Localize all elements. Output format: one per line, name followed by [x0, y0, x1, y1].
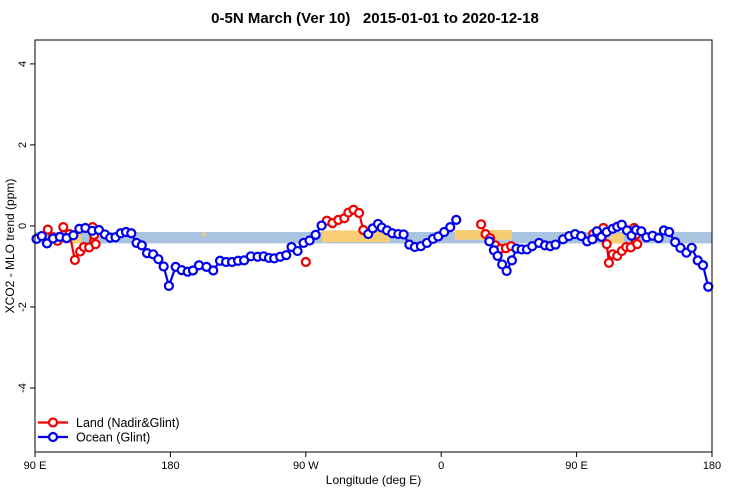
data-point	[576, 230, 587, 242]
data-point	[398, 229, 409, 240]
data-point	[697, 260, 709, 271]
y-tick-label: 2	[17, 142, 29, 148]
data-point	[187, 265, 199, 276]
data-point	[68, 230, 79, 241]
data-point	[42, 224, 53, 235]
data-point	[653, 233, 664, 244]
data-point	[550, 239, 561, 250]
data-point	[703, 281, 714, 292]
x-tick-label: 180	[703, 460, 721, 472]
data-point	[153, 254, 164, 265]
data-point	[281, 250, 292, 261]
data-point	[292, 245, 303, 257]
data-point	[136, 240, 147, 251]
x-axis-label: Longitude (deg E)	[326, 473, 421, 487]
land-mean-band	[322, 230, 391, 243]
land-mean-band	[202, 232, 206, 237]
x-tick-label: 90 E	[24, 460, 47, 472]
x-tick-label: 90 W	[293, 460, 319, 472]
chart-title: 0-5N March (Ver 10) 2015-01-01 to 2020-1…	[211, 10, 539, 27]
data-point	[126, 228, 137, 239]
legend-marker	[47, 417, 59, 428]
data-point	[686, 242, 697, 253]
data-point	[300, 256, 311, 268]
legend-marker	[47, 431, 59, 443]
data-point	[587, 234, 598, 245]
x-tick-label: 0	[438, 460, 444, 472]
legend-label: Land (Nadir&Glint)	[76, 416, 180, 430]
data-point	[208, 265, 219, 276]
data-point	[506, 255, 518, 266]
data-point	[475, 219, 487, 230]
data-point	[58, 222, 69, 233]
data-point	[484, 236, 495, 247]
data-point	[158, 261, 169, 272]
legend: Land (Nadir&Glint)Ocean (Glint)	[38, 416, 180, 445]
data-point	[632, 239, 643, 250]
data-point	[451, 214, 462, 225]
data-point	[316, 220, 327, 231]
data-point	[492, 250, 503, 262]
y-tick-label: -2	[17, 302, 29, 312]
y-tick-label: 4	[17, 61, 29, 67]
data-point	[69, 254, 80, 266]
data-point	[36, 230, 47, 242]
data-point	[603, 257, 615, 268]
data-point	[163, 280, 174, 292]
data-point	[445, 222, 456, 233]
data-point	[501, 265, 512, 277]
y-tick-label: -4	[17, 383, 29, 393]
data-point	[353, 207, 365, 219]
data-point	[304, 235, 315, 246]
data-point	[664, 226, 675, 238]
x-tick-label: 180	[161, 460, 179, 472]
y-tick-label: 0	[17, 223, 29, 229]
axes: 90 E 180 90 W 0 90 E 180 -4 -2 0 2 4 Longitude (deg…	[3, 39, 721, 487]
data-point	[636, 226, 647, 237]
land-mean-band	[608, 233, 624, 244]
data-point	[90, 239, 101, 250]
data-point	[601, 239, 612, 250]
series-ocean	[31, 214, 714, 292]
data-point	[310, 229, 321, 240]
plot-border	[34, 39, 713, 453]
legend-label: Ocean (Glint)	[76, 431, 150, 445]
x-tick-label: 90 E	[565, 460, 588, 472]
y-axis-label: XCO2 - MLO trend (ppm)	[3, 179, 17, 314]
data-point	[497, 259, 508, 270]
